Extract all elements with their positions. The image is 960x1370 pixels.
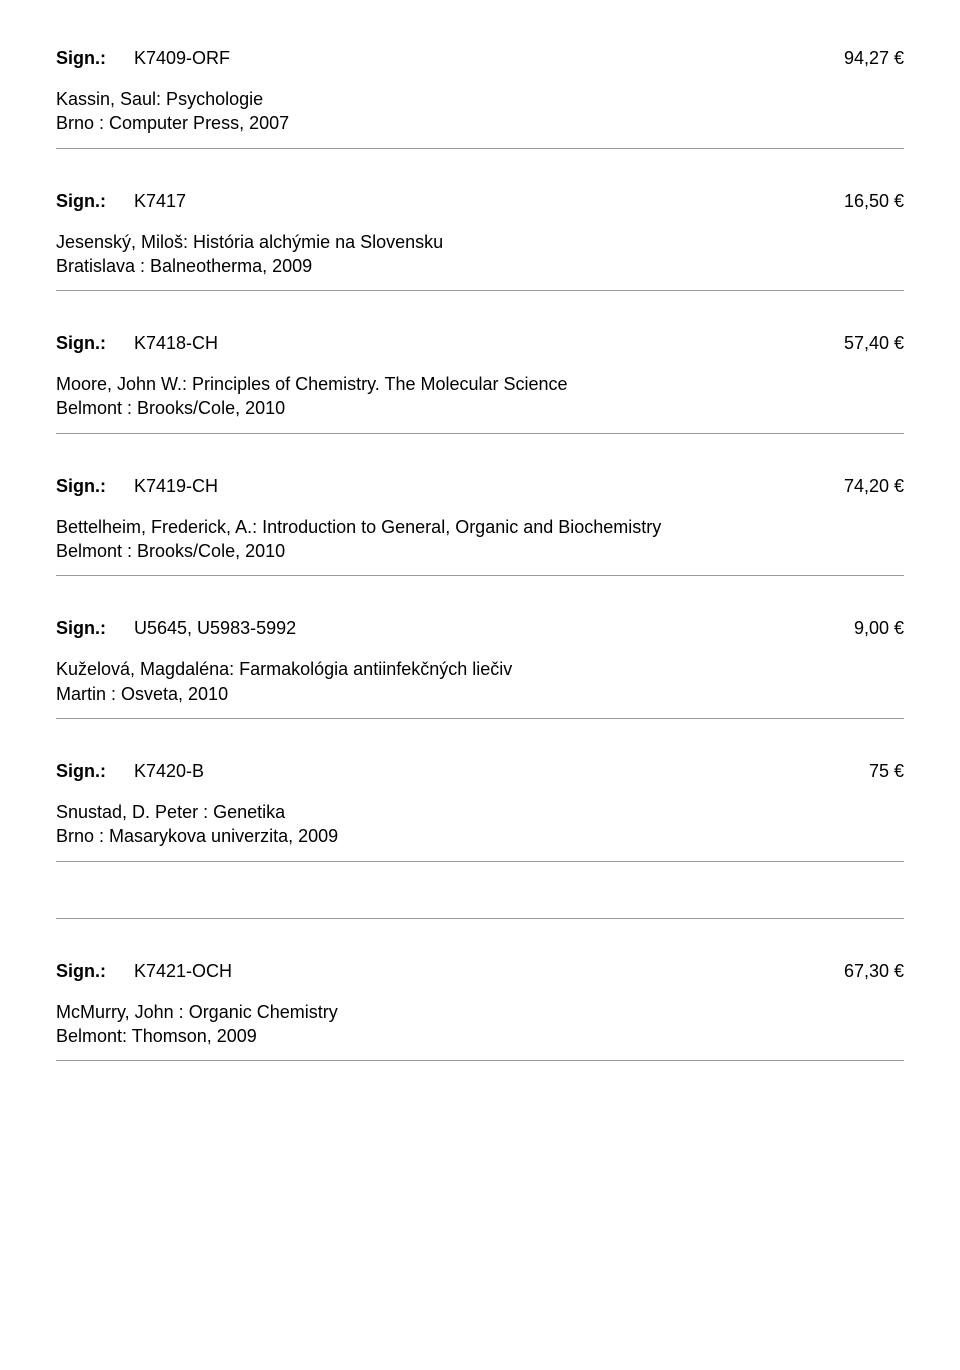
publisher-year: Belmont : Brooks/Cole, 2010 — [56, 539, 904, 563]
title-author: Bettelheim, Frederick, A.: Introduction … — [56, 515, 904, 539]
separator — [56, 433, 904, 434]
sign-code: K7417 — [134, 191, 186, 212]
entry-details: Kassin, Saul: Psychologie Brno : Compute… — [56, 87, 904, 136]
catalog-entry: Sign.: K7419-CH 74,20 € Bettelheim, Fred… — [56, 476, 904, 577]
sign-code: K7409-ORF — [134, 48, 230, 69]
publisher-year: Martin : Osveta, 2010 — [56, 682, 904, 706]
price: 16,50 € — [844, 191, 904, 212]
sign-label: Sign.: — [56, 618, 134, 639]
sign-label: Sign.: — [56, 476, 134, 497]
entry-header: Sign.: U5645, U5983-5992 9,00 € — [56, 618, 904, 639]
sign-label: Sign.: — [56, 761, 134, 782]
publisher-year: Bratislava : Balneotherma, 2009 — [56, 254, 904, 278]
title-author: McMurry, John : Organic Chemistry — [56, 1000, 904, 1024]
entry-header: Sign.: K7420-B 75 € — [56, 761, 904, 782]
entry-header: Sign.: K7421-OCH 67,30 € — [56, 961, 904, 982]
price: 67,30 € — [844, 961, 904, 982]
publisher-year: Belmont: Thomson, 2009 — [56, 1024, 904, 1048]
entry-details: Bettelheim, Frederick, A.: Introduction … — [56, 515, 904, 564]
price: 74,20 € — [844, 476, 904, 497]
entry-header: Sign.: K7417 16,50 € — [56, 191, 904, 212]
entry-details: Snustad, D. Peter : Genetika Brno : Masa… — [56, 800, 904, 849]
sign-code: K7419-CH — [134, 476, 218, 497]
title-author: Moore, John W.: Principles of Chemistry.… — [56, 372, 904, 396]
publisher-year: Brno : Masarykova univerzita, 2009 — [56, 824, 904, 848]
separator — [56, 718, 904, 719]
separator — [56, 148, 904, 149]
separator — [56, 575, 904, 576]
entry-details: Moore, John W.: Principles of Chemistry.… — [56, 372, 904, 421]
sign-code: K7418-CH — [134, 333, 218, 354]
sign-label: Sign.: — [56, 333, 134, 354]
title-author: Kassin, Saul: Psychologie — [56, 87, 904, 111]
price: 9,00 € — [854, 618, 904, 639]
price: 94,27 € — [844, 48, 904, 69]
catalog-entry: Sign.: K7420-B 75 € Snustad, D. Peter : … — [56, 761, 904, 919]
separator — [56, 918, 904, 919]
publisher-year: Brno : Computer Press, 2007 — [56, 111, 904, 135]
entry-details: Jesenský, Miloš: História alchýmie na Sl… — [56, 230, 904, 279]
sign-code: U5645, U5983-5992 — [134, 618, 296, 639]
separator — [56, 290, 904, 291]
entry-header: Sign.: K7409-ORF 94,27 € — [56, 48, 904, 69]
price: 57,40 € — [844, 333, 904, 354]
title-author: Snustad, D. Peter : Genetika — [56, 800, 904, 824]
sign-label: Sign.: — [56, 191, 134, 212]
entry-details: McMurry, John : Organic Chemistry Belmon… — [56, 1000, 904, 1049]
separator — [56, 1060, 904, 1061]
sign-label: Sign.: — [56, 48, 134, 69]
entry-details: Kuželová, Magdaléna: Farmakológia antiin… — [56, 657, 904, 706]
page: Sign.: K7409-ORF 94,27 € Kassin, Saul: P… — [0, 0, 960, 1159]
catalog-entry: Sign.: K7418-CH 57,40 € Moore, John W.: … — [56, 333, 904, 434]
sign-label: Sign.: — [56, 961, 134, 982]
publisher-year: Belmont : Brooks/Cole, 2010 — [56, 396, 904, 420]
title-author: Jesenský, Miloš: História alchýmie na Sl… — [56, 230, 904, 254]
sign-code: K7421-OCH — [134, 961, 232, 982]
catalog-entry: Sign.: U5645, U5983-5992 9,00 € Kuželová… — [56, 618, 904, 719]
double-gap — [56, 862, 904, 906]
entry-header: Sign.: K7419-CH 74,20 € — [56, 476, 904, 497]
sign-code: K7420-B — [134, 761, 204, 782]
price: 75 € — [869, 761, 904, 782]
catalog-entry: Sign.: K7409-ORF 94,27 € Kassin, Saul: P… — [56, 48, 904, 149]
catalog-entry: Sign.: K7421-OCH 67,30 € McMurry, John :… — [56, 961, 904, 1062]
catalog-entry: Sign.: K7417 16,50 € Jesenský, Miloš: Hi… — [56, 191, 904, 292]
entry-header: Sign.: K7418-CH 57,40 € — [56, 333, 904, 354]
title-author: Kuželová, Magdaléna: Farmakológia antiin… — [56, 657, 904, 681]
